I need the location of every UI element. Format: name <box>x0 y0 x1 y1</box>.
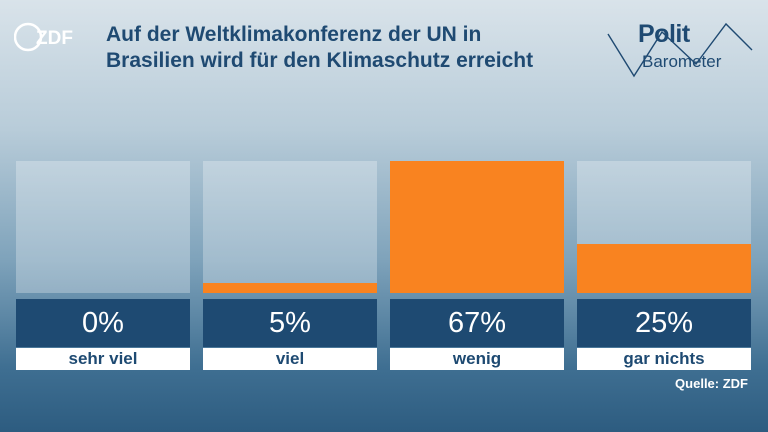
category-label: viel <box>203 348 377 370</box>
svg-text:ZDF: ZDF <box>36 28 73 49</box>
bar-column: 0% sehr viel <box>16 161 190 371</box>
title-line-1: Auf der Weltklimakonferenz der UN in <box>106 23 482 46</box>
category-label: gar nichts <box>577 348 751 370</box>
politbarometer-line-icon <box>607 22 753 78</box>
bar-track <box>16 161 190 293</box>
bar-track <box>203 161 377 293</box>
source-label: Quelle: ZDF <box>675 376 748 391</box>
bar <box>203 283 377 293</box>
politbarometer-bottom-text: Barometer <box>642 52 722 71</box>
bar-track <box>390 161 564 293</box>
bar-column: 67% wenig <box>390 161 564 371</box>
politbarometer-logo: Polit Barometer <box>604 14 756 84</box>
politbarometer-top-text: Polit <box>638 20 690 48</box>
category-label: wenig <box>390 348 564 370</box>
bar-column: 25% gar nichts <box>577 161 751 371</box>
chart-title: Auf der Weltklimakonferenz der UN in Bra… <box>106 22 586 74</box>
zdf-logo: ZDF <box>13 22 78 52</box>
bar-column: 5% viel <box>203 161 377 371</box>
data-label: 25% <box>577 299 751 347</box>
category-label: sehr viel <box>16 348 190 370</box>
data-label: 0% <box>16 299 190 347</box>
title-line-2: Brasilien wird für den Klimaschutz errei… <box>106 49 534 72</box>
bar <box>577 244 751 293</box>
bar <box>390 161 564 293</box>
bar-track <box>577 161 751 293</box>
data-label: 67% <box>390 299 564 347</box>
data-label: 5% <box>203 299 377 347</box>
